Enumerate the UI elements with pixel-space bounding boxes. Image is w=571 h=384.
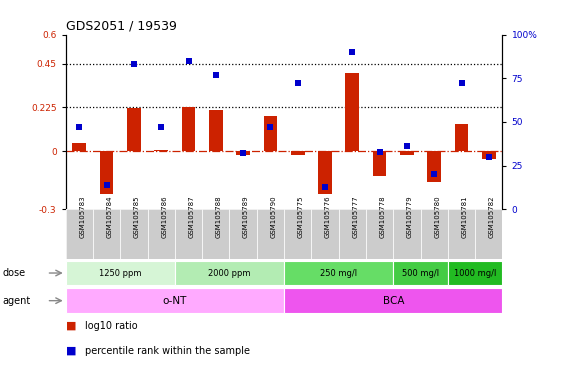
Text: agent: agent xyxy=(3,296,31,306)
Point xyxy=(429,171,439,177)
Text: GSM105780: GSM105780 xyxy=(434,195,440,238)
Bar xyxy=(66,209,93,259)
Point xyxy=(320,184,329,190)
Text: GSM105784: GSM105784 xyxy=(107,195,112,238)
Bar xyxy=(291,151,304,155)
Text: 1000 mg/l: 1000 mg/l xyxy=(454,268,496,278)
Bar xyxy=(482,151,496,159)
Bar xyxy=(455,124,468,151)
Bar xyxy=(311,209,339,259)
Point xyxy=(348,49,357,55)
Bar xyxy=(428,151,441,182)
Bar xyxy=(127,108,140,151)
Bar xyxy=(175,261,284,285)
Text: GSM105779: GSM105779 xyxy=(407,195,413,238)
Bar xyxy=(264,116,278,151)
Point xyxy=(239,150,248,156)
Bar xyxy=(147,209,175,259)
Text: GSM105777: GSM105777 xyxy=(352,195,359,238)
Point xyxy=(211,72,220,78)
Bar xyxy=(100,151,114,194)
Bar xyxy=(475,209,502,259)
Bar xyxy=(339,209,366,259)
Text: 2000 ppm: 2000 ppm xyxy=(208,268,251,278)
Bar xyxy=(257,209,284,259)
Text: 250 mg/l: 250 mg/l xyxy=(320,268,357,278)
Text: 500 mg/l: 500 mg/l xyxy=(402,268,439,278)
Bar xyxy=(318,151,332,194)
Text: GSM105778: GSM105778 xyxy=(380,195,385,238)
Bar xyxy=(421,209,448,259)
Text: GSM105776: GSM105776 xyxy=(325,195,331,238)
Text: BCA: BCA xyxy=(383,296,404,306)
Bar xyxy=(373,151,387,176)
Text: ■: ■ xyxy=(66,321,76,331)
Text: GSM105785: GSM105785 xyxy=(134,195,140,238)
Bar xyxy=(400,151,414,155)
Text: percentile rank within the sample: percentile rank within the sample xyxy=(85,346,250,356)
Point xyxy=(130,61,139,67)
Text: 1250 ppm: 1250 ppm xyxy=(99,268,142,278)
Text: GDS2051 / 19539: GDS2051 / 19539 xyxy=(66,20,176,33)
Point xyxy=(293,80,302,86)
Bar xyxy=(284,261,393,285)
Bar xyxy=(66,288,284,313)
Bar xyxy=(393,261,448,285)
Bar xyxy=(366,209,393,259)
Bar xyxy=(154,150,168,151)
Bar xyxy=(230,209,257,259)
Point xyxy=(184,58,193,64)
Text: GSM105786: GSM105786 xyxy=(161,195,167,238)
Bar xyxy=(93,209,120,259)
Bar xyxy=(66,261,175,285)
Point xyxy=(457,80,466,86)
Bar xyxy=(120,209,147,259)
Text: GSM105788: GSM105788 xyxy=(216,195,222,238)
Text: GSM105783: GSM105783 xyxy=(79,195,85,238)
Bar xyxy=(202,209,230,259)
Point xyxy=(75,124,84,130)
Text: GSM105782: GSM105782 xyxy=(489,195,495,238)
Bar xyxy=(284,288,502,313)
Point xyxy=(484,154,493,160)
Text: GSM105790: GSM105790 xyxy=(271,195,276,238)
Bar xyxy=(448,209,475,259)
Text: log10 ratio: log10 ratio xyxy=(85,321,137,331)
Bar xyxy=(182,108,195,151)
Text: GSM105789: GSM105789 xyxy=(243,195,249,238)
Point xyxy=(102,182,111,188)
Point xyxy=(266,124,275,130)
Text: GSM105781: GSM105781 xyxy=(461,195,468,238)
Bar xyxy=(236,151,250,155)
Point xyxy=(375,149,384,155)
Text: dose: dose xyxy=(3,268,26,278)
Bar xyxy=(448,261,502,285)
Text: GSM105787: GSM105787 xyxy=(188,195,195,238)
Text: o-NT: o-NT xyxy=(163,296,187,306)
Text: GSM105775: GSM105775 xyxy=(297,195,304,238)
Bar xyxy=(73,143,86,151)
Bar xyxy=(345,73,359,151)
Text: ■: ■ xyxy=(66,346,76,356)
Point xyxy=(156,124,166,130)
Bar xyxy=(393,209,421,259)
Bar xyxy=(284,209,311,259)
Bar xyxy=(175,209,202,259)
Bar xyxy=(209,110,223,151)
Point xyxy=(403,143,412,149)
